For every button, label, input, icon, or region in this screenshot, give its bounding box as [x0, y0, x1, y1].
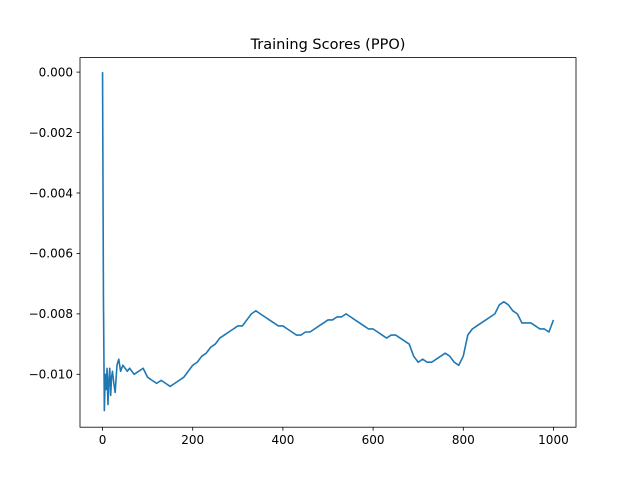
- x-tick-label: 800: [452, 433, 475, 447]
- y-tick-label: −0.008: [29, 307, 73, 321]
- y-tick-label: −0.004: [29, 186, 73, 200]
- chart-title: Training Scores (PPO): [250, 37, 406, 53]
- x-tick-label: 400: [271, 433, 294, 447]
- series-line: [101, 72, 555, 412]
- y-tick-label: −0.002: [29, 126, 73, 140]
- y-tick-label: 0.000: [39, 65, 73, 79]
- x-tick-label: 600: [362, 433, 385, 447]
- plot-frame: [79, 57, 577, 428]
- plot-area: [101, 72, 555, 412]
- x-tick-label: 0: [99, 433, 107, 447]
- y-tick-label: −0.010: [29, 368, 73, 382]
- x-tick-label: 200: [181, 433, 204, 447]
- x-tick-label: 1000: [538, 433, 569, 447]
- y-axis: 0.000 −0.002 −0.004 −0.006 −0.008 −0.010: [29, 65, 80, 382]
- y-tick-label: −0.006: [29, 247, 73, 261]
- x-axis: 0 200 400 600 800 1000: [99, 427, 569, 447]
